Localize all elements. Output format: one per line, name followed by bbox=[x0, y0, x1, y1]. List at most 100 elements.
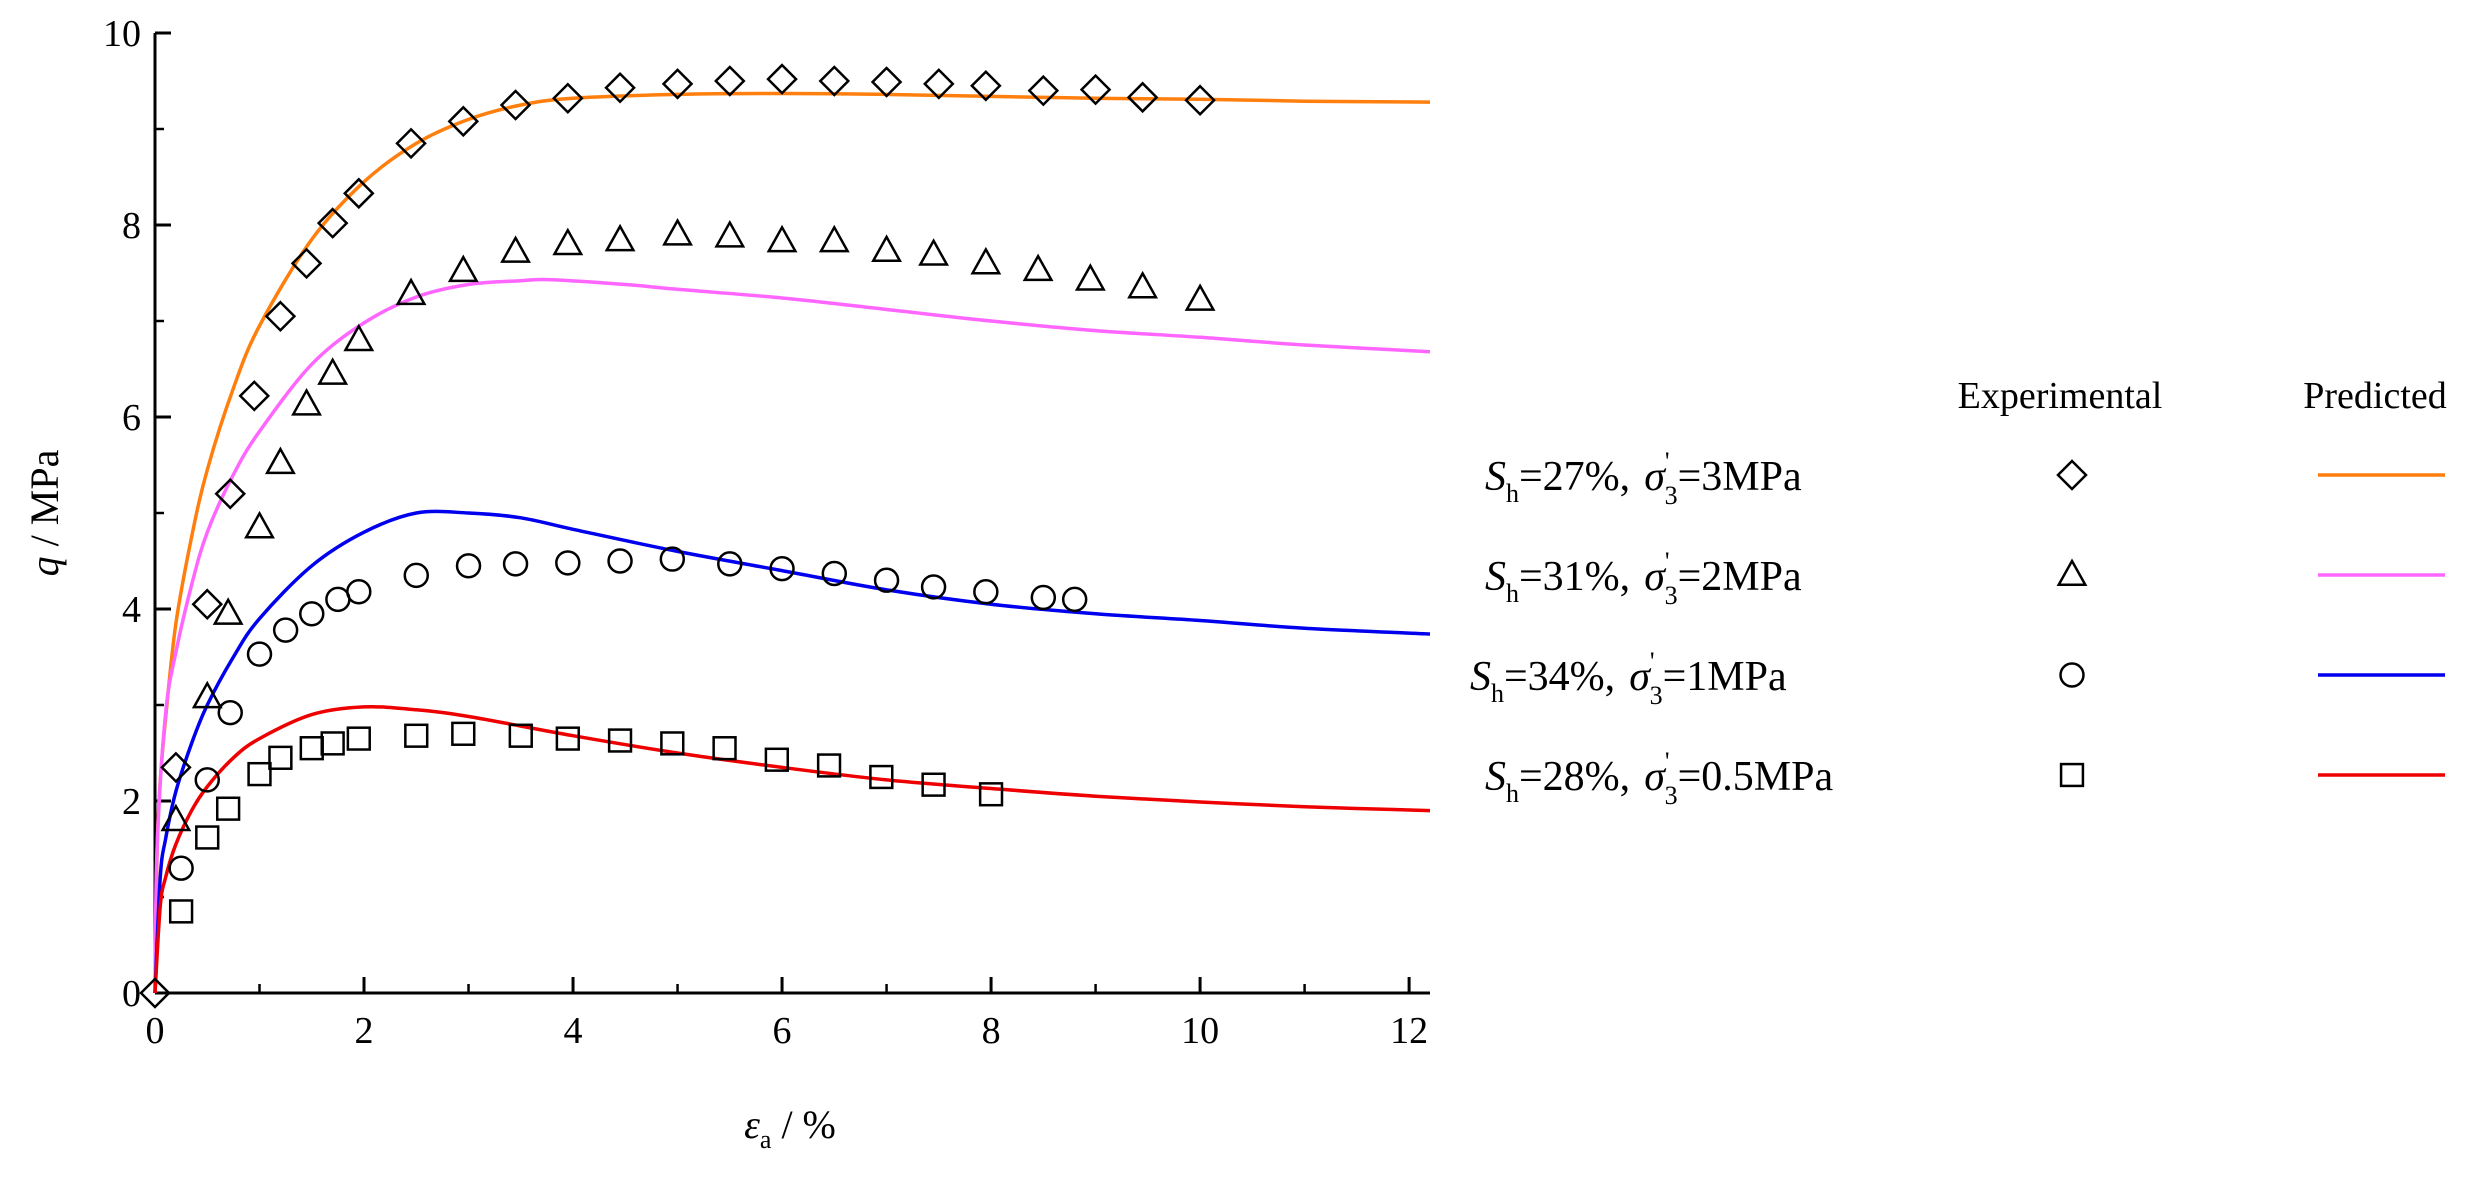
experimental-point-s1 bbox=[290, 247, 323, 280]
experimental-point-s2 bbox=[604, 223, 636, 252]
legend-marker-s4 bbox=[2059, 762, 2085, 788]
experimental-point-s1 bbox=[343, 177, 375, 210]
experimental-point-s1 bbox=[264, 300, 297, 332]
experimental-point-s2 bbox=[395, 277, 427, 306]
experimental-point-s4 bbox=[508, 723, 533, 748]
legend-symbols bbox=[2056, 459, 2445, 788]
x-tick-label: 6 bbox=[773, 1010, 792, 1052]
experimental-point-s3 bbox=[217, 699, 243, 726]
legend-marker-s2 bbox=[2056, 558, 2088, 587]
experimental-point-s3 bbox=[455, 553, 482, 579]
experimental-point-s3 bbox=[1061, 586, 1088, 613]
experimental-point-s2 bbox=[191, 680, 223, 709]
x-tick-label: 4 bbox=[564, 1010, 583, 1052]
experimental-point-s4 bbox=[268, 745, 293, 770]
experimental-point-s2 bbox=[970, 246, 1002, 275]
experimental-point-s4 bbox=[607, 728, 633, 753]
experimental-point-s4 bbox=[247, 761, 272, 787]
experimental-point-s1 bbox=[499, 89, 532, 121]
experimental-point-s2 bbox=[447, 254, 479, 283]
experimental-markers bbox=[139, 63, 1216, 1009]
experimental-point-s4 bbox=[346, 726, 371, 751]
predicted-line-s3 bbox=[153, 509, 1431, 994]
y-axis-label: q / MPa bbox=[22, 449, 67, 576]
legend-s4-sigma: =0.5MPa bbox=[1678, 754, 1834, 800]
experimental-point-s1 bbox=[238, 380, 271, 412]
legend-label-s3: Sh=34%, σ' 3=1MPa bbox=[1470, 647, 1787, 710]
legend-s4-sh: =28%, bbox=[1519, 754, 1630, 800]
y-tick-label: 6 bbox=[122, 397, 141, 439]
experimental-point-s2 bbox=[1074, 263, 1106, 291]
experimental-point-s2 bbox=[1184, 283, 1216, 311]
experimental-point-s2 bbox=[871, 234, 902, 262]
predicted-line-s4 bbox=[153, 704, 1431, 994]
experimental-point-s4 bbox=[215, 796, 241, 821]
experimental-point-s3 bbox=[873, 567, 900, 593]
experimental-point-s3 bbox=[607, 548, 633, 574]
x-tick-label: 0 bbox=[146, 1010, 165, 1052]
experimental-point-s4 bbox=[764, 747, 789, 772]
experimental-point-s3 bbox=[821, 560, 848, 587]
predicted-line-s2 bbox=[153, 277, 1431, 994]
experimental-point-s4 bbox=[712, 736, 737, 761]
experimental-point-s1 bbox=[923, 68, 955, 100]
legend-marker-s1 bbox=[2056, 459, 2088, 491]
experimental-point-s2 bbox=[264, 446, 296, 475]
experimental-point-s1 bbox=[1126, 81, 1159, 114]
experimental-point-s4 bbox=[660, 731, 685, 756]
predicted-lines bbox=[153, 91, 1431, 994]
experimental-point-s1 bbox=[214, 478, 247, 510]
experimental-point-s1 bbox=[160, 751, 192, 784]
experimental-point-s3 bbox=[973, 578, 999, 605]
experimental-point-s4 bbox=[299, 736, 324, 761]
experimental-point-s4 bbox=[555, 726, 580, 751]
experimental-point-s3 bbox=[194, 767, 220, 793]
x-tick-label: 10 bbox=[1181, 1010, 1219, 1052]
y-tick-label: 4 bbox=[122, 589, 141, 631]
experimental-point-s2 bbox=[1127, 270, 1159, 299]
experimental-point-s1 bbox=[1184, 84, 1216, 116]
experimental-point-s2 bbox=[212, 597, 244, 625]
y-ticks: 0 2 4 6 8 10 bbox=[103, 13, 171, 1015]
experimental-point-s2 bbox=[818, 224, 850, 253]
experimental-point-s3 bbox=[502, 551, 529, 577]
y-tick-label: 10 bbox=[103, 13, 141, 55]
experimental-point-s2 bbox=[714, 219, 746, 248]
experimental-point-s4 bbox=[404, 723, 429, 748]
experimental-point-s4 bbox=[978, 782, 1004, 807]
experimental-point-s4 bbox=[869, 764, 894, 790]
experimental-point-s4 bbox=[195, 825, 220, 850]
x-axis-unit: / % bbox=[771, 1102, 835, 1147]
experimental-point-s1 bbox=[970, 70, 1002, 102]
legend-s1-sigma: =3MPa bbox=[1678, 454, 1802, 500]
experimental-point-s1 bbox=[316, 207, 349, 239]
experimental-point-s1 bbox=[714, 65, 746, 97]
x-axis-symbol: ε bbox=[744, 1102, 760, 1147]
experimental-point-s1 bbox=[191, 588, 224, 620]
axes: 0 2 4 6 8 10 12 0 2 4 6 8 10 bbox=[103, 13, 1430, 1052]
experimental-point-s1 bbox=[1027, 74, 1060, 107]
predicted-line-s1 bbox=[153, 91, 1431, 994]
experimental-point-s1 bbox=[604, 71, 636, 104]
experimental-point-s2 bbox=[766, 224, 798, 253]
legend-s3-sh: =34%, bbox=[1504, 654, 1615, 700]
experimental-point-s3 bbox=[555, 550, 581, 576]
experimental-point-s2 bbox=[343, 323, 375, 352]
experimental-point-s3 bbox=[299, 601, 325, 627]
experimental-point-s2 bbox=[160, 803, 192, 832]
experimental-point-s1 bbox=[818, 65, 851, 97]
y-tick-label: 0 bbox=[122, 973, 141, 1015]
experimental-point-s4 bbox=[816, 753, 842, 778]
x-ticks: 0 2 4 6 8 10 12 bbox=[146, 977, 1428, 1052]
legend-label-s1: Sh=27%, σ' 3=3MPa bbox=[1485, 447, 1802, 510]
experimental-point-s2 bbox=[244, 510, 275, 539]
legend-marker-s3 bbox=[2059, 662, 2085, 688]
experimental-point-s3 bbox=[1030, 584, 1057, 611]
legend-label-s2: Sh=31%, σ' 3=2MPa bbox=[1485, 547, 1802, 610]
legend-s1-sh: =27%, bbox=[1519, 454, 1630, 500]
x-axis-subscript: a bbox=[760, 1125, 772, 1154]
experimental-point-s2 bbox=[552, 227, 584, 256]
experimental-point-s2 bbox=[662, 218, 693, 246]
experimental-point-s3 bbox=[346, 578, 372, 605]
